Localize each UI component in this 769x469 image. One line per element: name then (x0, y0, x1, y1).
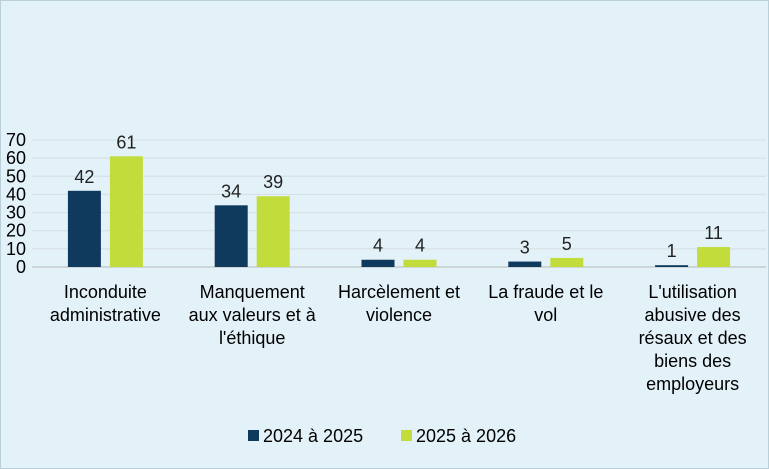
legend-label: 2025 à 2026 (416, 426, 516, 446)
data-label: 34 (221, 181, 241, 201)
category-label: Harcèlement et violence (338, 282, 460, 325)
category-label-line: employeurs (646, 374, 739, 394)
data-label: 5 (562, 234, 572, 254)
category-label-line: Harcèlement et (338, 282, 460, 302)
category-label-line: Inconduite (64, 282, 147, 302)
legend-swatch (248, 430, 259, 441)
category-label: Manquement aux valeurs et à l'éthique (189, 282, 317, 348)
y-tick-label: 0 (16, 257, 26, 277)
category-label-line: résaux et des (639, 328, 747, 348)
y-tick-label: 20 (6, 221, 26, 241)
data-label: 3 (520, 238, 530, 258)
data-label: 11 (704, 223, 723, 243)
y-tick-label: 30 (6, 203, 26, 223)
y-tick-label: 10 (6, 239, 26, 259)
bar (214, 205, 248, 267)
category-label: Inconduite administrative (50, 282, 161, 325)
bar (508, 261, 542, 267)
bar (361, 259, 395, 267)
data-label: 4 (415, 236, 425, 256)
data-label: 39 (263, 172, 283, 192)
bar (67, 190, 101, 267)
category-label-line: L'utilisation (648, 282, 737, 302)
bar (697, 247, 731, 267)
category-label: L'utilisation abusive des résaux et des bie… (639, 282, 747, 394)
bar (550, 257, 584, 267)
data-label: 4 (373, 236, 383, 256)
data-label: 42 (74, 167, 94, 187)
y-tick-label: 50 (6, 166, 26, 186)
legend-label: 2024 à 2025 (263, 426, 363, 446)
y-tick-label: 40 (6, 184, 26, 204)
data-label: 1 (667, 241, 677, 261)
y-tick-label: 70 (6, 130, 26, 150)
category-label-line: administrative (50, 305, 161, 325)
legend-swatch (401, 430, 412, 441)
category-label-line: vol (534, 305, 557, 325)
category-label-line: La fraude et le (488, 282, 603, 302)
category-label-line: aux valeurs et à (189, 305, 317, 325)
bar (256, 196, 290, 267)
y-tick-label: 60 (6, 148, 26, 168)
category-label-line: l'éthique (219, 328, 286, 348)
category-label-line: abusive des (645, 305, 741, 325)
category-label-line: biens des (654, 351, 731, 371)
bar (109, 156, 143, 267)
category-label-line: violence (366, 305, 432, 325)
data-label: 61 (116, 132, 136, 152)
bar (655, 265, 689, 267)
category-label: La fraude et le vol (488, 282, 603, 325)
bar (403, 259, 437, 267)
category-label-line: Manquement (200, 282, 305, 302)
